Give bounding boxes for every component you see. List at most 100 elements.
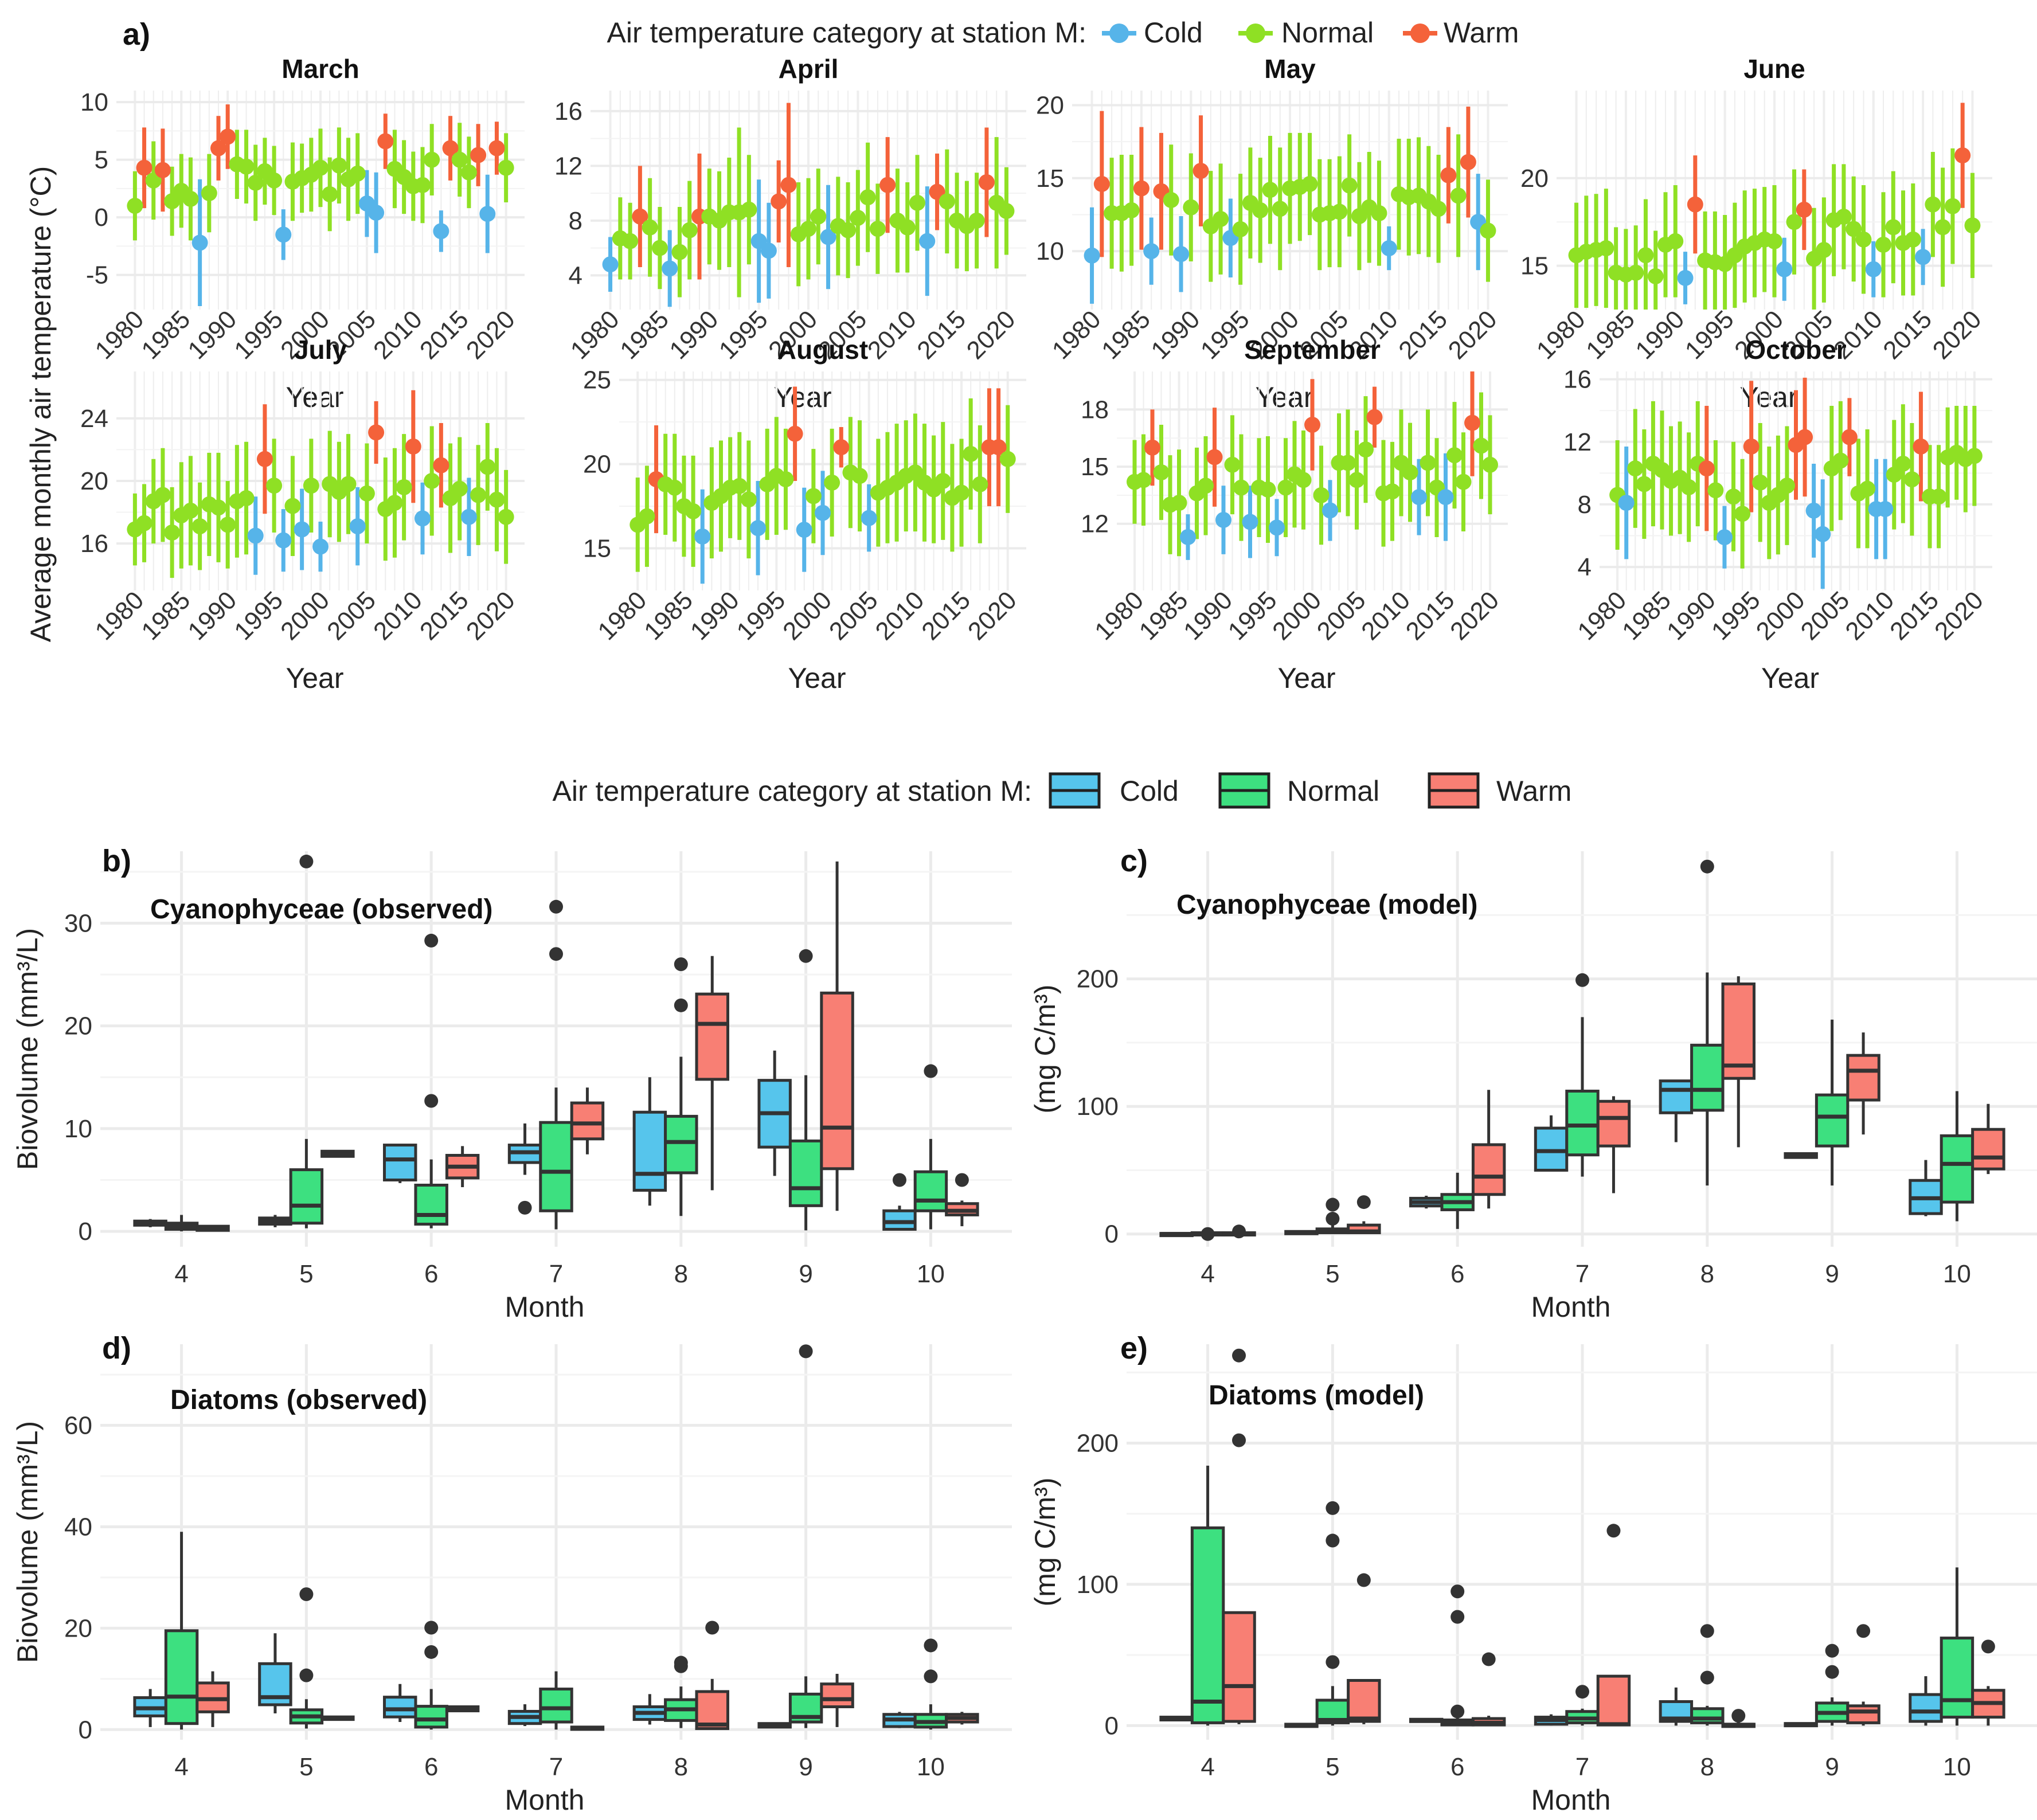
point-may-2016: [1440, 167, 1457, 183]
facet-title-may: May: [1264, 54, 1316, 84]
point-september-2001: [1313, 487, 1330, 503]
point-october-1995: [1743, 438, 1760, 455]
point-may-1995: [1232, 221, 1249, 237]
point-march-2007: [377, 133, 394, 150]
point-july-1999: [303, 477, 319, 494]
box-d-8-N-outlier-1: [674, 1655, 688, 1670]
point-june-2012: [1885, 219, 1902, 236]
point-march-2019: [488, 140, 505, 156]
y-tick-label-may: 20: [1036, 91, 1064, 119]
point-july-1987: [191, 518, 208, 535]
x-tick-label-e: 7: [1575, 1753, 1589, 1781]
point-august-1991: [731, 477, 748, 494]
box-b-10-C: [882, 1209, 917, 1231]
point-march-1981: [136, 159, 153, 176]
facet-title-march: March: [281, 54, 359, 84]
y-tick-label-june: 15: [1520, 252, 1549, 280]
point-june-1988: [1647, 268, 1664, 284]
point-april-2005: [850, 210, 866, 226]
legend-a-cold-dot: [1109, 24, 1129, 43]
y-tick-label-april: 12: [554, 152, 582, 180]
y-tick-label-d: 40: [64, 1513, 92, 1541]
point-september-2017: [1455, 473, 1472, 490]
y-tick-label-june: 20: [1520, 165, 1549, 193]
point-april-1996: [760, 242, 777, 259]
point-september-1981: [1135, 472, 1152, 488]
y-tick-label-e: 0: [1105, 1712, 1119, 1740]
point-october-1985: [1653, 461, 1670, 478]
x-axis-title-c: Month: [1531, 1291, 1611, 1323]
panel-title-d: Diatoms (observed): [170, 1385, 427, 1415]
x-tick-label-c: 8: [1700, 1260, 1714, 1288]
point-october-2012: [1895, 455, 1911, 472]
x-tick-label-b: 8: [674, 1260, 688, 1288]
point-august-2000: [815, 504, 831, 521]
box-c-6-W: [1471, 1143, 1506, 1196]
y-tick-label-b: 10: [64, 1115, 92, 1143]
point-june-2011: [1875, 236, 1891, 253]
x-axis-title-d: Month: [505, 1784, 585, 1816]
point-march-1984: [164, 193, 181, 210]
point-october-2016: [1930, 488, 1947, 505]
x-tick-label-d: 10: [917, 1753, 945, 1781]
point-august-2013: [935, 473, 951, 489]
box-d-5-N-outlier-1: [299, 1587, 314, 1602]
y-axis-title-b: Biovolume (mm³/L): [11, 928, 44, 1170]
box-c-10-W: [1971, 1128, 2005, 1171]
point-october-2008: [1859, 480, 1876, 497]
y-tick-label-august: 20: [583, 451, 611, 479]
box-e-5-N-outlier-2: [1326, 1501, 1340, 1515]
point-april-2002: [820, 229, 836, 245]
point-march-2004: [349, 165, 366, 182]
y-tick-label-d: 60: [64, 1412, 92, 1440]
point-may-1989: [1173, 246, 1189, 263]
box-b-8-C: [632, 1110, 667, 1192]
box-d-8-W-outlier-0: [705, 1621, 720, 1635]
legend-a-warm-dot: [1410, 24, 1430, 43]
panel-label-a: a): [123, 17, 150, 52]
point-june-2017: [1934, 219, 1951, 236]
point-march-2002: [331, 157, 347, 174]
y-tick-label-october: 12: [1563, 428, 1592, 456]
point-march-2015: [451, 151, 468, 168]
box-d-9-W: [820, 1682, 854, 1709]
legend-box-cold-label: Cold: [1120, 775, 1179, 807]
point-march-1987: [191, 234, 208, 251]
point-march-1993: [247, 174, 264, 191]
x-tick-label-c: 7: [1575, 1260, 1589, 1288]
point-may-2002: [1301, 175, 1318, 192]
point-august-2001: [824, 474, 840, 491]
point-july-1986: [182, 502, 199, 519]
point-october-1981: [1618, 495, 1635, 511]
box-e-10-C: [1909, 1693, 1943, 1723]
x-tick-label-e: 10: [1943, 1753, 1971, 1781]
box-b-8-N-outlier-0: [674, 998, 688, 1012]
x-axis-title-b: Month: [505, 1291, 585, 1323]
point-april-2001: [810, 208, 827, 225]
point-july-2010: [405, 438, 421, 455]
panel-label-b: b): [102, 844, 131, 878]
point-august-2020: [999, 451, 1016, 467]
box-b-6-N: [414, 1183, 448, 1226]
point-september-2018: [1464, 414, 1480, 431]
point-july-1989: [210, 499, 226, 516]
point-july-2009: [396, 479, 412, 495]
box-e-5-W: [1347, 1679, 1381, 1723]
point-may-2015: [1430, 201, 1447, 217]
x-axis-title-july: Year: [286, 662, 343, 694]
point-march-1992: [238, 158, 255, 175]
point-july-2011: [415, 510, 431, 527]
point-april-1982: [622, 233, 639, 249]
point-october-2013: [1903, 471, 1920, 488]
point-march-2018: [479, 206, 496, 222]
panel-b: b) Cyanophyceae (observed) 0 10 20 30 Biovolum…: [11, 844, 1012, 1323]
x-tick-label-d: 8: [674, 1753, 688, 1781]
x-tick-label-c: 9: [1825, 1260, 1839, 1288]
point-august-1981: [639, 508, 655, 525]
point-june-2001: [1776, 261, 1793, 277]
point-june-2018: [1944, 198, 1961, 214]
box-b-6-N-outlier-1: [424, 933, 439, 948]
legend-box-warm: Warm: [1428, 772, 1571, 809]
point-june-1987: [1637, 247, 1654, 264]
y-tick-label-e: 200: [1077, 1430, 1119, 1458]
